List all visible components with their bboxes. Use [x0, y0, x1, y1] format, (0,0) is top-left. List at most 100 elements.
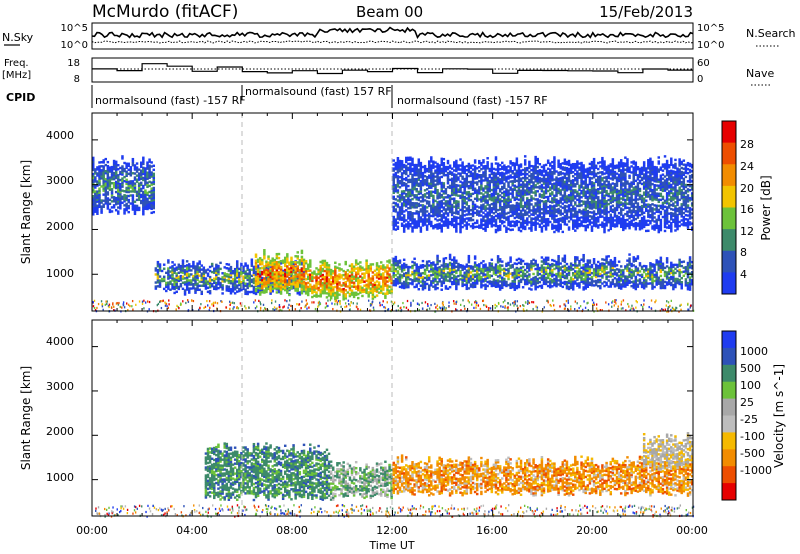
heatmap-cell — [442, 267, 446, 271]
heatmap-cell — [119, 197, 122, 200]
heatmap-cell — [254, 277, 258, 281]
heatmap-cell — [94, 184, 97, 187]
heatmap-cell — [298, 285, 302, 288]
heatmap-cell — [377, 283, 381, 286]
heatmap-cell — [227, 281, 231, 284]
heatmap-cell — [427, 276, 431, 279]
heatmap-cell — [271, 279, 274, 283]
heatmap-cell — [146, 161, 149, 164]
heatmap-cell — [396, 189, 400, 192]
heatmap-cell — [102, 173, 105, 176]
heatmap-cell — [192, 274, 195, 278]
heatmap-cell — [371, 289, 375, 292]
heatmap-cell — [321, 283, 325, 287]
heatmap-cell — [125, 174, 128, 178]
heatmap-cell — [394, 263, 398, 267]
heatmap-cell — [450, 282, 454, 286]
heatmap-cell — [279, 278, 283, 281]
heatmap-cell — [250, 258, 254, 261]
heatmap-cell — [440, 264, 443, 267]
heatmap-cell — [198, 266, 201, 269]
heatmap-cell — [146, 173, 149, 176]
heatmap-cell — [311, 285, 314, 289]
heatmap-cell — [152, 190, 156, 194]
heatmap-cell — [365, 271, 368, 274]
heatmap-cell — [377, 277, 381, 280]
heatmap-cell — [394, 267, 398, 271]
heatmap-cell — [455, 265, 458, 269]
heatmap-cell — [202, 268, 206, 271]
heatmap-cell — [204, 269, 208, 272]
heatmap-cell — [680, 276, 683, 280]
heatmap-cell — [427, 260, 431, 263]
heatmap-cell — [392, 283, 395, 287]
heatmap-cell — [156, 275, 160, 278]
heatmap-cell — [250, 284, 254, 288]
heatmap-cell — [137, 176, 141, 179]
heatmap-cell — [678, 268, 681, 272]
heatmap-cell — [137, 178, 141, 181]
freq-trace — [92, 63, 693, 75]
heatmap-cell — [448, 279, 452, 283]
heatmap-cell — [342, 273, 345, 277]
heatmap-cell — [361, 266, 364, 269]
heatmap-cell — [106, 177, 110, 180]
heatmap-cell — [461, 161, 464, 164]
heatmap-cell — [165, 285, 168, 289]
heatmap-cell — [411, 270, 414, 274]
heatmap-cell — [92, 201, 95, 204]
heatmap-cell — [148, 174, 151, 178]
heatmap-cell — [133, 168, 137, 171]
heatmap-cell — [388, 291, 391, 294]
heatmap-cell — [350, 275, 354, 278]
heatmap-cell — [137, 174, 141, 177]
heatmap-cell — [104, 202, 108, 205]
heatmap-cell — [135, 204, 139, 208]
heatmap-cell — [156, 260, 160, 264]
heatmap-cell — [131, 194, 135, 197]
heatmap-cell — [112, 204, 116, 207]
heatmap-cell — [442, 275, 446, 279]
heatmap-cell — [446, 273, 450, 276]
heatmap-cell — [398, 279, 402, 283]
heatmap-cell — [258, 259, 262, 262]
heatmap-cell — [453, 266, 456, 269]
heatmap-cell — [114, 202, 118, 206]
heatmap-cell — [169, 266, 172, 269]
heatmap-cell — [377, 269, 381, 272]
heatmap-cell — [607, 255, 610, 258]
heatmap-cell — [98, 187, 101, 190]
heatmap-cell — [250, 262, 254, 265]
heatmap-cell — [363, 274, 366, 277]
heatmap-cell — [311, 273, 314, 277]
heatmap-cell — [185, 266, 189, 269]
heatmap-cell — [482, 260, 485, 263]
heatmap-cell — [235, 262, 239, 265]
heatmap-cell — [131, 206, 135, 209]
heatmap-cell — [359, 279, 362, 282]
heatmap-cell — [294, 283, 297, 286]
heatmap-cell — [313, 284, 316, 287]
heatmap-cell — [271, 287, 274, 291]
heatmap-cell — [286, 265, 289, 268]
heatmap-cell — [680, 281, 683, 284]
heatmap-cell — [309, 275, 312, 278]
heatmap-cell — [110, 167, 114, 171]
heatmap-cell — [148, 200, 151, 204]
heatmap-cell — [173, 271, 176, 274]
heatmap-cell — [344, 260, 347, 264]
heatmap-cell — [233, 271, 237, 275]
heatmap-cell — [319, 280, 322, 284]
heatmap-cell — [315, 279, 318, 282]
heatmap-cell — [194, 265, 197, 268]
heatmap-cell — [373, 285, 377, 289]
heatmap-cell — [185, 260, 189, 263]
cpid-segment-2: normalsound (fast) -157 RF — [397, 94, 548, 107]
heatmap-cell — [152, 172, 156, 176]
heatmap-cell — [405, 284, 408, 287]
heatmap-cell — [227, 287, 231, 290]
heatmap-cell — [210, 282, 214, 286]
heatmap-cell — [415, 267, 418, 270]
heatmap-cell — [217, 276, 220, 280]
heatmap-cell — [156, 281, 160, 284]
